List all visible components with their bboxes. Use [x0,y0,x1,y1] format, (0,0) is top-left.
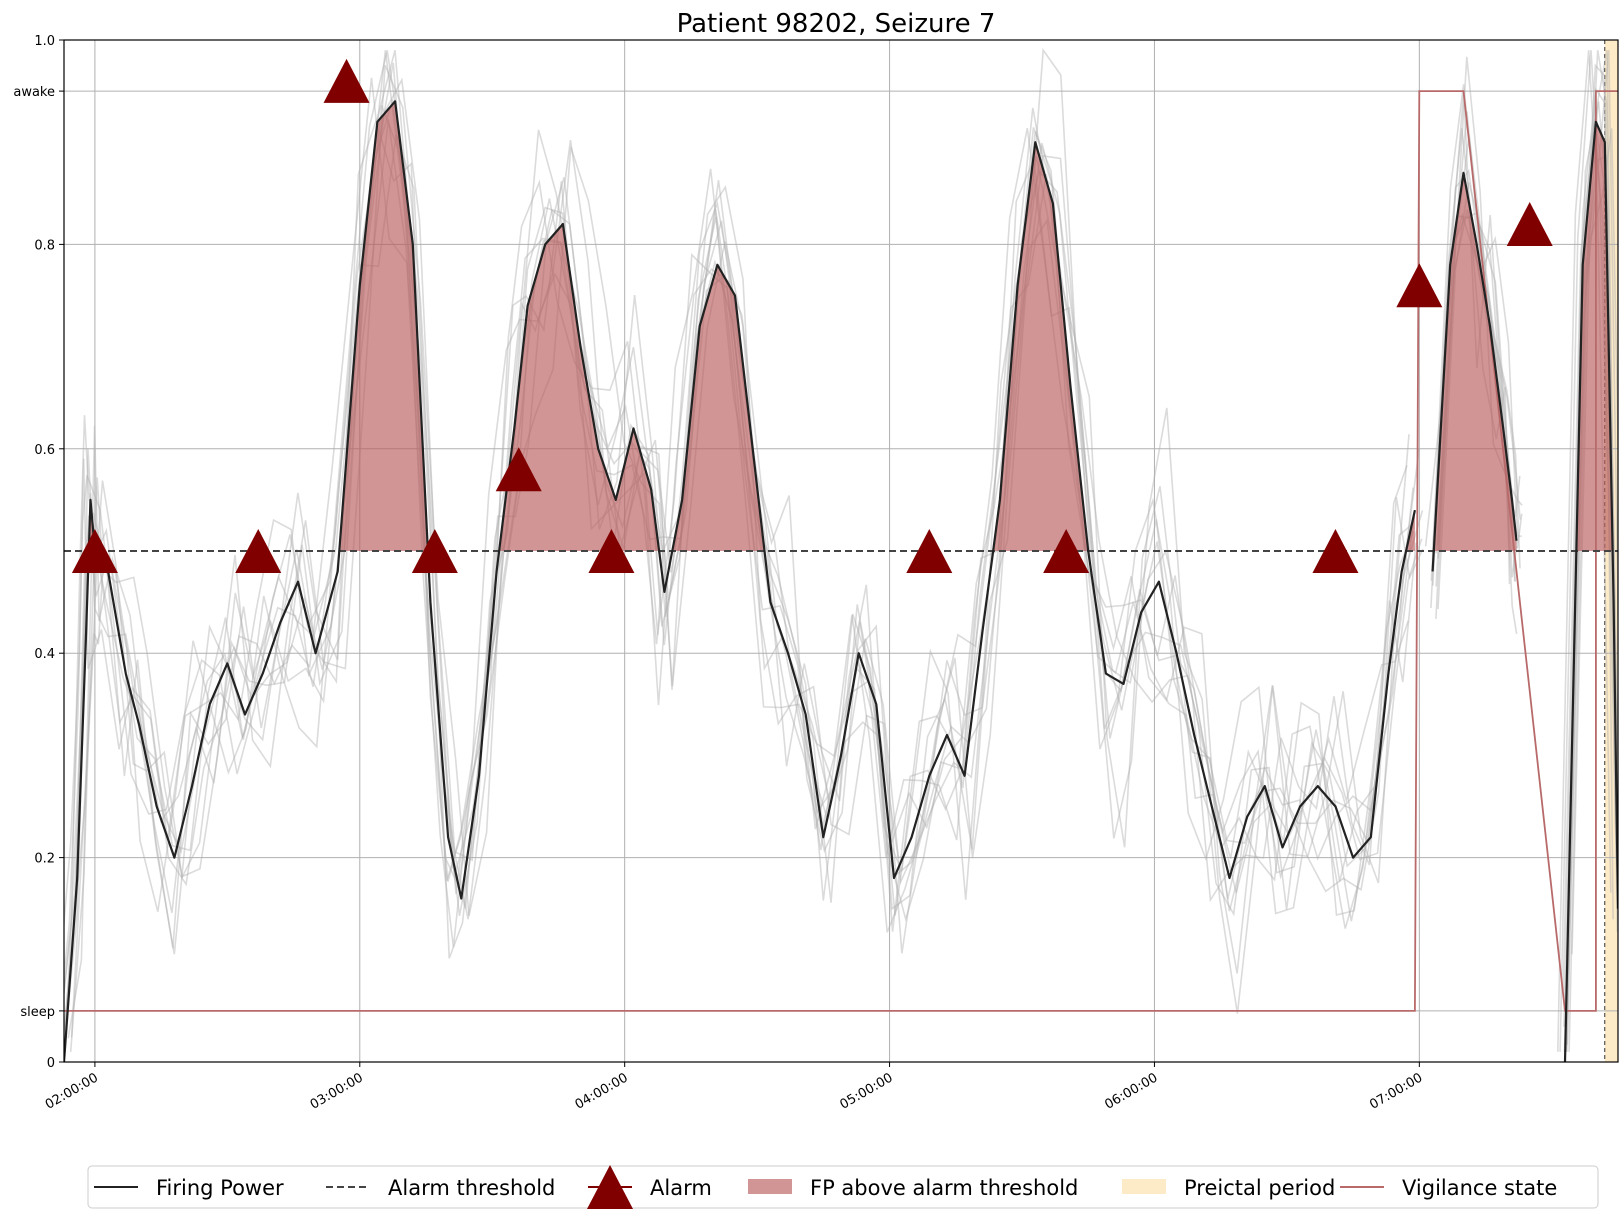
legend: Firing Power Alarm threshold Alarm FP above… [87,1165,1599,1209]
ensemble-run-line [64,99,1413,999]
firing-power-line [64,100,1416,1062]
firing-power-line [1563,120,1618,1062]
y-tick-label: sleep [20,1005,55,1020]
fp-above-threshold-area [1576,121,1613,552]
ensemble-run-line [1431,84,1518,635]
ensemble-run-line [64,118,1415,1045]
alarm-marker [588,529,635,573]
plot-frame [63,39,1619,1063]
ensemble-run-line [64,77,1410,1000]
y-axis: 0 sleep 0.2 0.4 0.6 0.8 awake 1.0 [13,34,64,1071]
y-tick-label: 0.4 [34,647,55,662]
ensemble-run-line [64,50,1416,1052]
alarm-marker [71,529,118,573]
fp-above-threshold-area [993,142,1415,551]
firing-power-layer [64,100,1618,1062]
alarm-marker [1506,201,1553,246]
legend-label: Alarm threshold [388,1176,555,1200]
y-tick-label: 0.6 [34,443,55,458]
alarm-marker [1043,529,1090,573]
legend-label: Vigilance state [1402,1176,1557,1200]
alarm-marker [495,447,542,492]
fp-above-threshold-area [1433,172,1517,551]
y-tick-label: 0 [47,1056,55,1071]
fp-above-threshold-area [88,101,428,552]
ensemble-run-line [64,62,1414,1042]
legend-swatch-fill [748,1179,792,1194]
vigilance-state-line [64,90,1618,1012]
alarm-marker [411,529,458,573]
y-tick-label: 0.8 [34,238,55,253]
vigilance-layer [64,90,1618,1012]
legend-label: Alarm [650,1176,712,1200]
ensemble-run-line [71,47,1424,1014]
fp-above-threshold-area [499,224,660,551]
fill-layer [88,101,1613,552]
y-tick-label: 0.2 [34,852,55,867]
alarm-marker [235,529,282,573]
ensemble-run-line [70,64,1424,1038]
legend-label: Preictal period [1184,1176,1335,1200]
legend-label: Firing Power [156,1176,284,1200]
legend-label: FP above alarm threshold [810,1176,1078,1200]
legend-swatch-alarm-marker [587,1165,633,1209]
alarm-marker [906,529,953,573]
fp-above-threshold-area [672,264,765,551]
ensemble-run-line [1437,169,1522,545]
legend-box [87,1165,1599,1209]
y-tick-label: awake [13,85,55,100]
ensemble-run-line [64,134,1417,1052]
firing-power-line [1431,171,1518,572]
chart-title: Patient 98202, Seizure 7 [677,9,996,39]
legend-swatch-preictal [1122,1179,1166,1194]
alarm-layer [71,58,1553,573]
alarm-marker [1312,529,1359,573]
ensemble-run-line [1557,50,1612,1052]
y-tick-label: 1.0 [34,34,55,49]
alarm-marker [1396,263,1443,308]
ensemble-run-line [67,105,1420,1039]
ensemble-run-line [64,50,1408,983]
alarm-marker [323,58,370,103]
